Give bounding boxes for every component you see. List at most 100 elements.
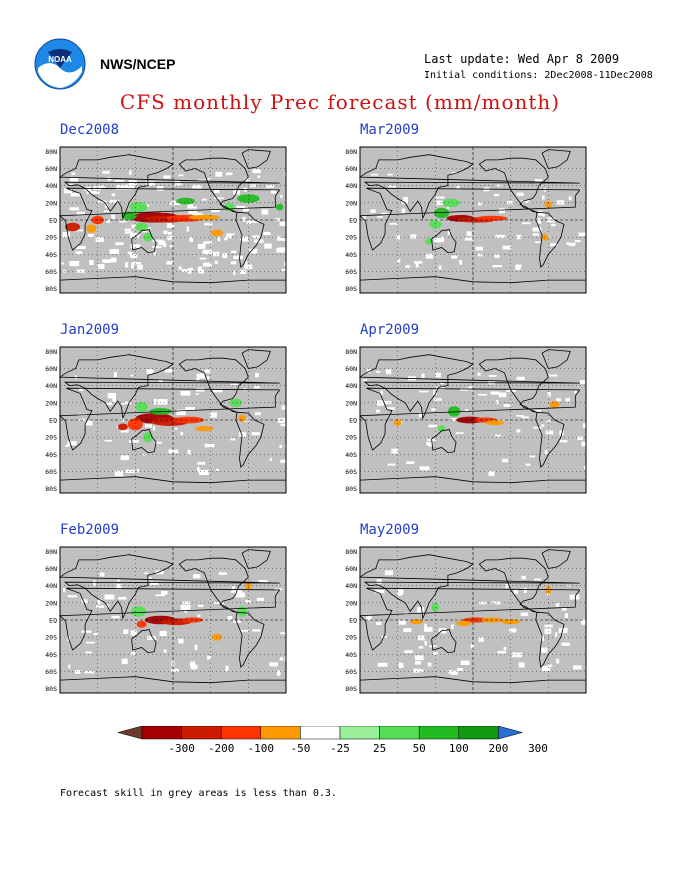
lon-tick-label: 0 <box>584 297 588 298</box>
panel-title-dec2008: Dec2008 <box>60 122 120 138</box>
legend-swatch <box>300 725 341 740</box>
color-scale-legend: -300 -200 -100 -50 -25 25 50 100 200 300 <box>117 725 562 756</box>
lon-tick-label: 60E <box>92 497 104 498</box>
lon-tick-label: 60E <box>392 497 404 498</box>
lon-tick-label: 0 <box>358 297 362 298</box>
grid-lines <box>360 547 586 693</box>
lat-tick-label: 40S <box>45 251 57 259</box>
lon-tick-label: 120W <box>203 697 219 698</box>
precip-anomaly <box>117 398 246 443</box>
footnote: Forecast skill in grey areas is less tha… <box>60 788 337 799</box>
noaa-logo: NOAA <box>34 38 86 90</box>
lon-tick-label: 120W <box>503 697 519 698</box>
lon-tick-label: 180 <box>467 697 479 698</box>
lon-tick-label: 120W <box>503 297 519 298</box>
lat-tick-label: EQ <box>49 217 57 225</box>
lon-tick-label: 0 <box>58 297 62 298</box>
lat-tick-label: 40S <box>45 651 57 659</box>
lon-tick-label: 60E <box>392 297 404 298</box>
coastlines <box>58 149 286 284</box>
forecast-map-jan2009: 80N 60N 40N 20N EQ 20S 40S 60S 80S 0 60E 120E 180 120… <box>28 340 290 498</box>
lat-tick-label: 60S <box>345 268 357 276</box>
lat-tick-label: 40N <box>45 182 57 190</box>
forecast-map-apr2009: 80N 60N 40N 20N EQ 20S 40S 60S 80S 0 60E 120E 180 120… <box>328 340 590 498</box>
lat-tick-label: 20S <box>45 634 57 642</box>
lat-tick-label: 40N <box>45 582 57 590</box>
lat-tick-label: EQ <box>49 617 57 625</box>
legend-tick-label: 300 <box>528 742 548 755</box>
lat-tick-label: 80N <box>45 148 57 156</box>
lat-tick-label: EQ <box>49 417 57 425</box>
panel-title-may2009: May2009 <box>360 522 420 538</box>
grid-lines <box>360 347 586 493</box>
lat-tick-label: EQ <box>349 417 357 425</box>
lat-tick-label: 60N <box>45 365 57 373</box>
lon-tick-label: 180 <box>167 297 179 298</box>
legend-tick-label: -100 <box>248 742 274 755</box>
lat-tick-label: 20S <box>345 634 357 642</box>
lon-tick-label: 0 <box>284 497 288 498</box>
last-update: Last update: Wed Apr 8 2009 <box>424 52 620 66</box>
legend-swatch <box>498 725 524 740</box>
lat-tick-label: 40S <box>45 451 57 459</box>
lat-tick-label: 60N <box>345 365 357 373</box>
lon-tick-label: 60W <box>242 697 254 698</box>
skill-patches <box>61 169 290 276</box>
lat-tick-label: 40N <box>345 182 357 190</box>
lon-tick-label: 0 <box>284 297 288 298</box>
lat-tick-label: 60S <box>345 468 357 476</box>
lon-tick-label: 180 <box>467 497 479 498</box>
legend-swatch <box>220 725 262 740</box>
lat-tick-label: 60N <box>45 165 57 173</box>
lat-tick-label: 40S <box>345 451 357 459</box>
legend-swatch <box>339 725 380 740</box>
lat-tick-label: 20S <box>345 234 357 242</box>
legend-tick-label: -50 <box>290 742 310 755</box>
lon-tick-label: 60W <box>542 297 554 298</box>
lon-tick-label: 0 <box>58 497 62 498</box>
lat-tick-label: EQ <box>349 217 357 225</box>
lat-tick-label: 80N <box>345 348 357 356</box>
legend-tick-label: 200 <box>488 742 508 755</box>
panel-title-apr2009: Apr2009 <box>360 322 420 338</box>
lon-tick-label: 180 <box>467 297 479 298</box>
lat-tick-label: 20N <box>345 199 357 207</box>
lon-tick-label: 60E <box>92 297 104 298</box>
lat-tick-label: 60N <box>45 565 57 573</box>
lat-tick-label: 80N <box>345 548 357 556</box>
lon-tick-label: 120E <box>127 697 143 698</box>
lon-tick-label: 180 <box>167 497 179 498</box>
lon-tick-label: 60E <box>392 697 404 698</box>
skill-patches <box>365 570 590 675</box>
lon-tick-label: 120E <box>427 497 443 498</box>
lat-tick-label: 60S <box>45 468 57 476</box>
lat-tick-label: 80S <box>45 685 57 693</box>
lat-tick-label: 20S <box>45 434 57 442</box>
lat-tick-label: 20N <box>45 599 57 607</box>
lat-tick-label: 80S <box>345 485 357 493</box>
lon-tick-label: 120E <box>427 697 443 698</box>
legend-swatch <box>379 725 420 740</box>
grid-lines <box>60 547 286 693</box>
organization-name: NWS/NCEP <box>100 56 176 72</box>
lat-tick-label: 20S <box>345 434 357 442</box>
lat-tick-label: 20N <box>345 399 357 407</box>
grid-lines <box>60 147 286 293</box>
lat-tick-label: 40N <box>345 582 357 590</box>
lat-tick-label: EQ <box>349 617 357 625</box>
grid-lines <box>60 347 286 493</box>
lat-tick-label: 80S <box>345 685 357 693</box>
lat-tick-label: 60S <box>45 268 57 276</box>
legend-tick-label: -300 <box>168 742 195 755</box>
legend-swatch <box>418 725 460 740</box>
lon-tick-label: 0 <box>58 697 62 698</box>
lat-tick-label: 40S <box>345 651 357 659</box>
lat-tick-label: 20N <box>345 599 357 607</box>
lat-tick-label: 60S <box>45 668 57 676</box>
lon-tick-label: 120W <box>503 497 519 498</box>
legend-swatch <box>141 725 182 740</box>
lon-tick-label: 120W <box>203 297 219 298</box>
lat-tick-label: 40N <box>45 382 57 390</box>
legend-swatch <box>181 725 222 740</box>
lon-tick-label: 120W <box>203 497 219 498</box>
